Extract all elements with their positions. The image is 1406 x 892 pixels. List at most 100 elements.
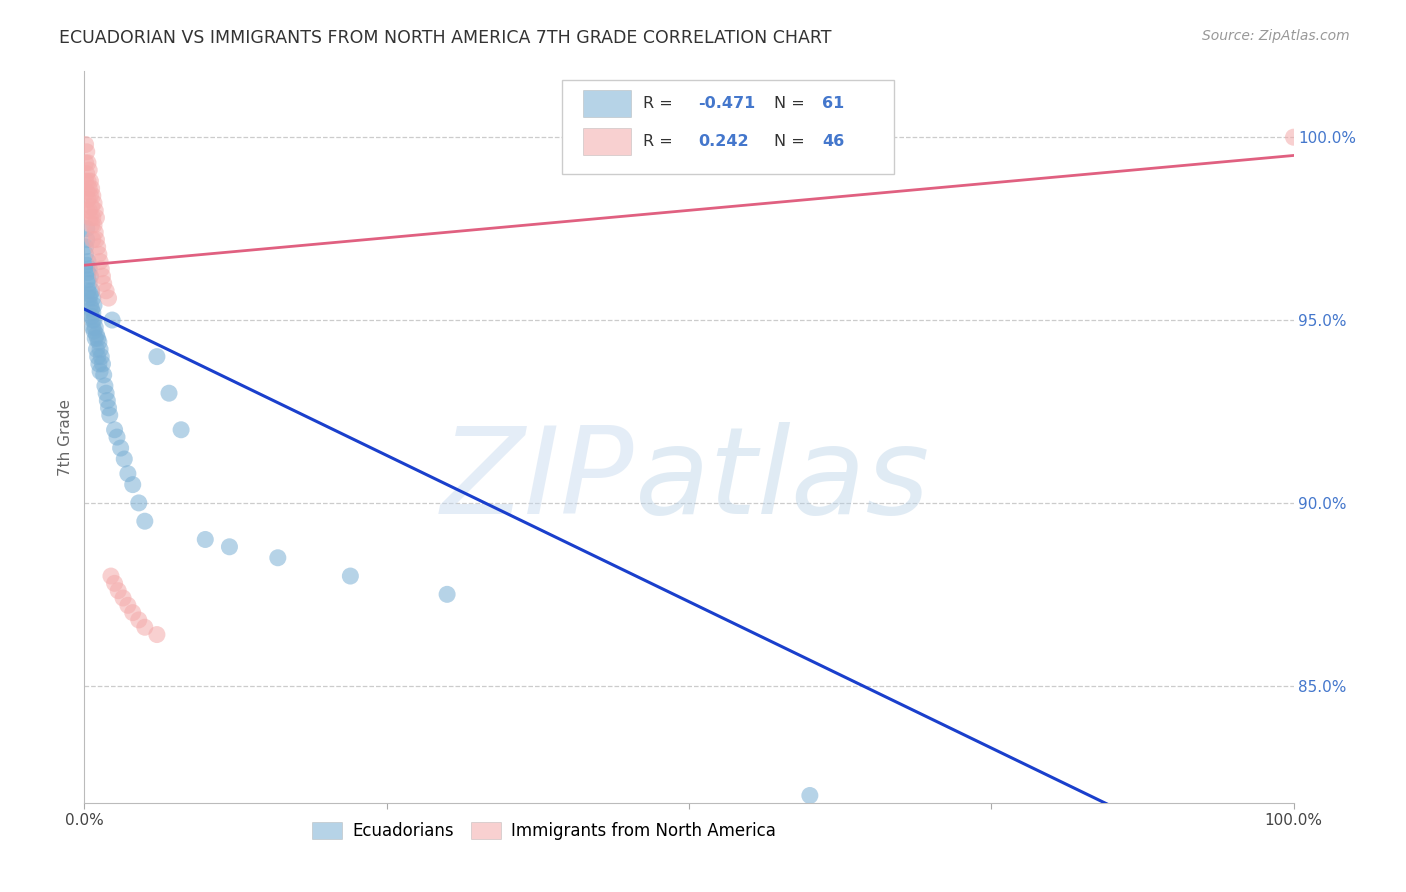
Point	[799, 789, 821, 803]
Point	[194, 533, 217, 547]
Point	[77, 163, 100, 178]
Point	[77, 155, 100, 169]
Point	[121, 477, 143, 491]
Point	[77, 291, 100, 305]
Point	[80, 284, 103, 298]
Point	[76, 203, 98, 218]
Point	[90, 261, 112, 276]
Point	[76, 167, 98, 181]
Point	[89, 254, 111, 268]
Point	[128, 613, 150, 627]
Point	[75, 155, 97, 169]
Point	[104, 576, 127, 591]
Text: atlas: atlas	[634, 423, 929, 540]
Point	[157, 386, 180, 401]
Point	[82, 233, 104, 247]
Text: R =: R =	[643, 96, 678, 111]
Point	[96, 393, 118, 408]
Point	[86, 240, 108, 254]
Point	[105, 430, 128, 444]
Point	[76, 145, 98, 159]
Point	[91, 357, 114, 371]
Point	[83, 298, 105, 312]
Point	[83, 196, 105, 211]
Point	[97, 401, 120, 415]
Point	[94, 386, 117, 401]
Point	[436, 587, 458, 601]
Point	[80, 310, 103, 324]
Point	[86, 211, 108, 225]
Text: N =: N =	[773, 96, 810, 111]
Point	[98, 408, 121, 422]
Point	[76, 233, 98, 247]
Point	[75, 174, 97, 188]
FancyBboxPatch shape	[582, 128, 631, 155]
Point	[82, 313, 104, 327]
Point	[100, 569, 122, 583]
Point	[146, 350, 169, 364]
Point	[146, 627, 169, 641]
Point	[79, 287, 101, 301]
Point	[112, 452, 135, 467]
Point	[80, 200, 103, 214]
Point	[104, 423, 127, 437]
Point	[84, 331, 107, 345]
Point	[91, 269, 114, 284]
Point	[93, 368, 115, 382]
Point	[80, 181, 103, 195]
Point	[82, 188, 104, 202]
Point	[134, 620, 156, 634]
Point	[79, 211, 101, 225]
Point	[77, 193, 100, 207]
Point	[83, 313, 105, 327]
Point	[87, 357, 110, 371]
Point	[80, 218, 103, 232]
Text: N =: N =	[773, 134, 810, 149]
Text: R =: R =	[643, 134, 678, 149]
Point	[77, 273, 100, 287]
Point	[75, 247, 97, 261]
Point	[82, 320, 104, 334]
Point	[94, 379, 117, 393]
Point	[121, 606, 143, 620]
Point	[86, 343, 108, 357]
Text: ECUADORIAN VS IMMIGRANTS FROM NORTH AMERICA 7TH GRADE CORRELATION CHART: ECUADORIAN VS IMMIGRANTS FROM NORTH AMER…	[59, 29, 831, 46]
Point	[79, 298, 101, 312]
Point	[77, 284, 100, 298]
Legend: Ecuadorians, Immigrants from North America: Ecuadorians, Immigrants from North Ameri…	[305, 815, 782, 847]
Point	[94, 284, 117, 298]
Point	[77, 181, 100, 195]
Point	[117, 599, 139, 613]
Point	[107, 583, 129, 598]
Point	[97, 291, 120, 305]
Point	[84, 203, 107, 218]
Point	[86, 350, 108, 364]
Point	[267, 550, 290, 565]
Point	[86, 331, 108, 345]
Point	[90, 350, 112, 364]
Point	[77, 277, 100, 291]
Text: -0.471: -0.471	[699, 96, 756, 111]
Point	[170, 423, 193, 437]
Point	[82, 306, 104, 320]
FancyBboxPatch shape	[562, 80, 894, 174]
Point	[82, 211, 104, 225]
Point	[83, 324, 105, 338]
Point	[101, 313, 124, 327]
Text: 61: 61	[823, 96, 844, 111]
Point	[110, 441, 132, 455]
Point	[87, 247, 110, 261]
Point	[89, 343, 111, 357]
Text: 46: 46	[823, 134, 844, 149]
Point	[84, 225, 107, 239]
Point	[117, 467, 139, 481]
Point	[77, 203, 100, 218]
Text: Source: ZipAtlas.com: Source: ZipAtlas.com	[1202, 29, 1350, 43]
Point	[218, 540, 240, 554]
Point	[89, 364, 111, 378]
Point	[339, 569, 361, 583]
Point	[77, 261, 100, 276]
Point	[128, 496, 150, 510]
Point	[75, 137, 97, 152]
Point	[79, 269, 101, 284]
